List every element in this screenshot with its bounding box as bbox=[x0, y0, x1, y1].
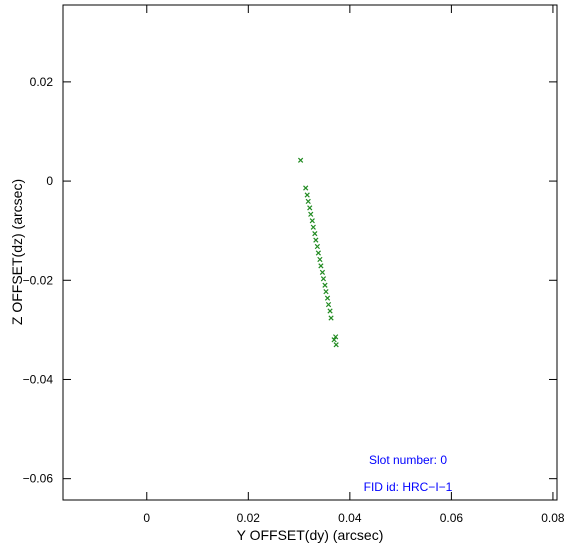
scatter-point bbox=[309, 218, 315, 224]
scatter-point bbox=[303, 185, 309, 191]
scatter-point bbox=[333, 342, 339, 348]
x-tick-label: 0.04 bbox=[338, 511, 362, 525]
scatter-point bbox=[323, 289, 329, 295]
scatter-point bbox=[315, 250, 322, 256]
y-tick-label: 0 bbox=[46, 174, 53, 188]
scatter-point bbox=[320, 276, 327, 282]
scatter-point bbox=[322, 282, 328, 288]
x-tick-label: 0.02 bbox=[237, 511, 261, 525]
scatter-point bbox=[305, 198, 311, 205]
scatter-point bbox=[328, 315, 334, 321]
x-tick-label: 0 bbox=[143, 511, 150, 525]
x-tick-label: 0.06 bbox=[440, 511, 464, 525]
y-tick-label: 0.02 bbox=[30, 75, 54, 89]
scatter-point bbox=[314, 243, 320, 250]
scatter-point bbox=[317, 256, 323, 263]
scatter-point bbox=[307, 205, 313, 211]
scatter-point bbox=[324, 295, 331, 301]
x-axis-title: Y OFFSET(dy) (arcsec) bbox=[237, 527, 384, 543]
scatter-point bbox=[319, 269, 326, 275]
scatter-point bbox=[318, 263, 324, 269]
scatter-point bbox=[304, 192, 310, 198]
y-tick-label: −0.06 bbox=[23, 472, 54, 486]
plot-frame bbox=[62, 4, 558, 501]
y-tick-label: −0.04 bbox=[23, 372, 54, 386]
annotation: FID id: HRC−I−1 bbox=[364, 480, 453, 494]
scatter-point bbox=[333, 334, 339, 340]
scatter-point bbox=[310, 224, 316, 230]
x-tick-label: 0.08 bbox=[541, 511, 565, 525]
y-axis-title: Z OFFSET(dz) (arcsec) bbox=[9, 179, 25, 325]
scatter-point bbox=[313, 237, 319, 243]
scatter-point bbox=[325, 301, 332, 308]
scatter-point bbox=[312, 231, 318, 237]
scatter-point bbox=[297, 157, 304, 163]
scatter-point bbox=[308, 211, 314, 217]
scatter-point bbox=[327, 308, 333, 314]
annotation: Slot number: 0 bbox=[369, 453, 447, 467]
y-tick-label: −0.02 bbox=[23, 273, 54, 287]
scatter-point bbox=[331, 337, 337, 343]
